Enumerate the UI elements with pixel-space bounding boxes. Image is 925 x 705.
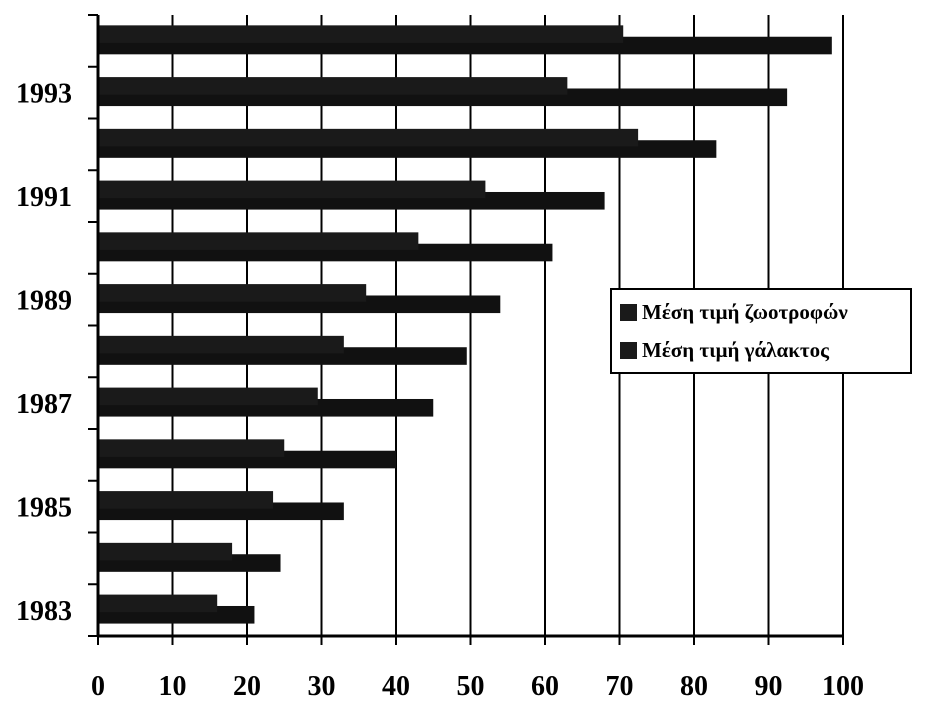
x-tick-label-8: 80: [680, 671, 708, 700]
x-tick-label-9: 90: [755, 671, 783, 700]
y-tick-label-1989: 1989: [16, 286, 72, 317]
legend: Μέση τιμή ζωοτροφών Μέση τιμή γάλακτος: [610, 288, 912, 374]
y-tick-label-1987: 1987: [16, 389, 72, 420]
bar-feed-price-1988: [98, 335, 344, 354]
legend-label-milk-price: Μέση τιμή γάλακτος: [642, 338, 829, 362]
x-tick-label-5: 50: [457, 671, 485, 700]
x-tick-label-6: 60: [531, 671, 559, 700]
bar-feed-price-1992: [98, 128, 639, 147]
legend-label-feed-price: Μέση τιμή ζωοτροφών: [642, 300, 848, 324]
bar-feed-price-1983: [98, 594, 218, 613]
y-tick-label-1991: 1991: [16, 182, 72, 213]
x-tick-label-10: 100: [822, 671, 864, 700]
x-tick-label-4: 40: [382, 671, 410, 700]
legend-swatch-milk-price: [620, 342, 637, 359]
bar-feed-price-1989: [98, 284, 367, 302]
legend-item-feed-price: Μέση τιμή ζωοτροφών: [620, 300, 848, 325]
x-tick-label-0: 0: [91, 671, 105, 700]
x-tick-label-3: 30: [308, 671, 336, 700]
y-tick-label-1983: 1983: [16, 596, 72, 627]
bar-feed-price-1993: [98, 77, 568, 95]
bar-feed-price-1986: [98, 439, 285, 457]
x-tick-label-7: 70: [606, 671, 634, 700]
legend-swatch-feed-price: [620, 304, 637, 321]
bar-feed-price-1984: [98, 542, 233, 561]
bar-feed-price-1991: [98, 180, 486, 199]
y-tick-label-1993: 1993: [16, 79, 72, 110]
x-tick-label-1: 10: [159, 671, 187, 700]
bar-feed-price-1987: [98, 387, 318, 406]
bar-feed-price-1994: [98, 25, 624, 43]
legend-item-milk-price: Μέση τιμή γάλακτος: [620, 338, 829, 363]
bar-feed-price-1985: [98, 491, 274, 509]
bar-feed-price-1990: [98, 232, 419, 250]
y-tick-label-1985: 1985: [16, 493, 72, 524]
x-tick-label-2: 20: [233, 671, 261, 700]
